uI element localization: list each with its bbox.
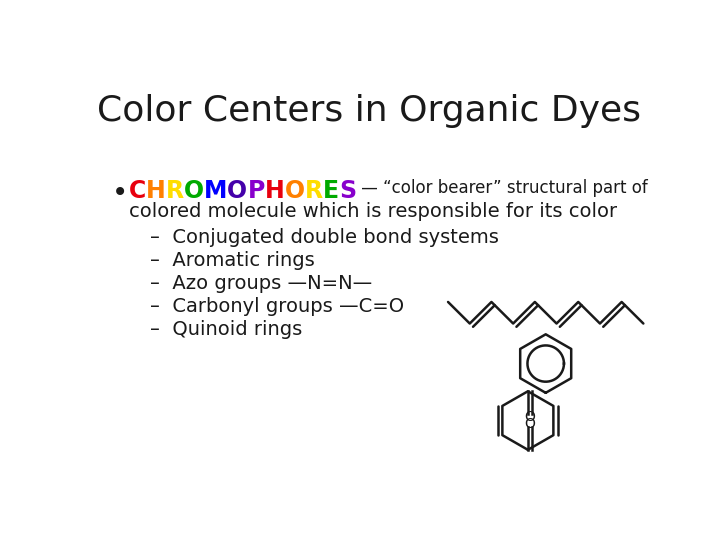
Text: –  Carbonyl groups —C=O: – Carbonyl groups —C=O: [150, 298, 405, 316]
Text: O: O: [228, 179, 248, 202]
Text: S: S: [339, 179, 356, 202]
Text: •: •: [112, 179, 128, 207]
Text: P: P: [248, 179, 265, 202]
Text: C: C: [129, 179, 146, 202]
Text: O: O: [284, 179, 305, 202]
Text: –  Quinoid rings: – Quinoid rings: [150, 320, 302, 340]
Text: H: H: [265, 179, 284, 202]
Text: O: O: [184, 179, 204, 202]
Text: –  Azo groups —N=N—: – Azo groups —N=N—: [150, 274, 373, 293]
Text: O: O: [524, 417, 535, 431]
Text: colored molecule which is responsible for its color: colored molecule which is responsible fo…: [129, 202, 617, 221]
Text: R: R: [166, 179, 184, 202]
Text: M: M: [204, 179, 228, 202]
Text: O: O: [524, 410, 535, 423]
Text: –  Aromatic rings: – Aromatic rings: [150, 251, 315, 270]
Text: –  Conjugated double bond systems: – Conjugated double bond systems: [150, 228, 500, 247]
Text: H: H: [146, 179, 166, 202]
Text: Color Centers in Organic Dyes: Color Centers in Organic Dyes: [97, 94, 641, 128]
Text: E: E: [323, 179, 339, 202]
Text: R: R: [305, 179, 323, 202]
Text: — “color bearer” structural part of: — “color bearer” structural part of: [356, 179, 648, 197]
